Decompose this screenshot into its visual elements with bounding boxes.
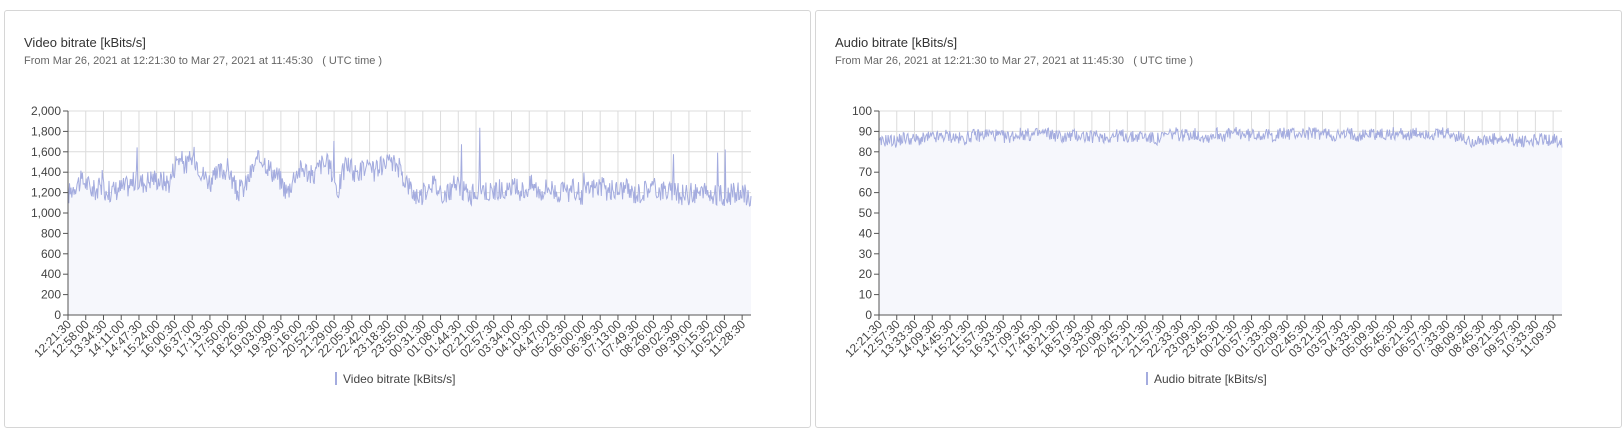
y-tick-label: 0 [865, 308, 872, 322]
y-tick-label: 1,200 [31, 186, 61, 200]
y-tick-label: 200 [41, 288, 61, 302]
video-bitrate-chart: 0 200 400 600 800 1,000 1,200 1,400 1,600 1,800 2,… [31, 104, 752, 386]
y-tick-label: 50 [859, 206, 873, 220]
y-tick-label: 90 [859, 124, 873, 138]
audio-bitrate-chart: 010203040506070809010012:21:3012:57:3013… [842, 104, 1563, 386]
chart-subtitle: From Mar 26, 2021 at 12:21:30 to Mar 27,… [835, 55, 1194, 67]
y-tick-label: 2,000 [31, 104, 61, 118]
y-tick-label: 1,800 [31, 124, 61, 138]
video-bitrate-panel: Video bitrate [kBits/s] From Mar 26, 202… [4, 10, 811, 428]
legend-label[interactable]: Video bitrate [kBits/s] [343, 372, 456, 386]
y-tick-label: 30 [859, 247, 873, 261]
series-line [878, 126, 1563, 149]
y-tick-label: 1,000 [31, 206, 61, 220]
legend-swatch [335, 372, 337, 385]
chart-subtitle: From Mar 26, 2021 at 12:21:30 to Mar 27,… [24, 55, 383, 67]
y-tick-label: 80 [859, 145, 873, 159]
series-area [68, 127, 751, 315]
series-line [67, 127, 752, 207]
y-tick-label: 10 [859, 288, 873, 302]
y-tick-label: 400 [41, 267, 61, 281]
legend-swatch [1146, 372, 1148, 385]
y-tick-label: 40 [859, 226, 873, 240]
chart-title: Audio bitrate [kBits/s] [835, 35, 958, 50]
y-tick-label: 100 [852, 104, 872, 118]
y-tick-label: 20 [859, 267, 873, 281]
chart-title: Video bitrate [kBits/s] [24, 35, 146, 50]
y-tick-label: 1,600 [31, 145, 61, 159]
series-area [879, 127, 1562, 315]
y-tick-label: 60 [859, 186, 873, 200]
y-tick-label: 70 [859, 165, 873, 179]
y-tick-label: 800 [41, 226, 61, 240]
y-tick-label: 0 [54, 308, 61, 322]
legend-label[interactable]: Audio bitrate [kBits/s] [1154, 372, 1267, 386]
y-tick-label: 1,400 [31, 165, 61, 179]
y-tick-label: 600 [41, 247, 61, 261]
audio-bitrate-panel: Audio bitrate [kBits/s] From Mar 26, 202… [815, 10, 1622, 428]
